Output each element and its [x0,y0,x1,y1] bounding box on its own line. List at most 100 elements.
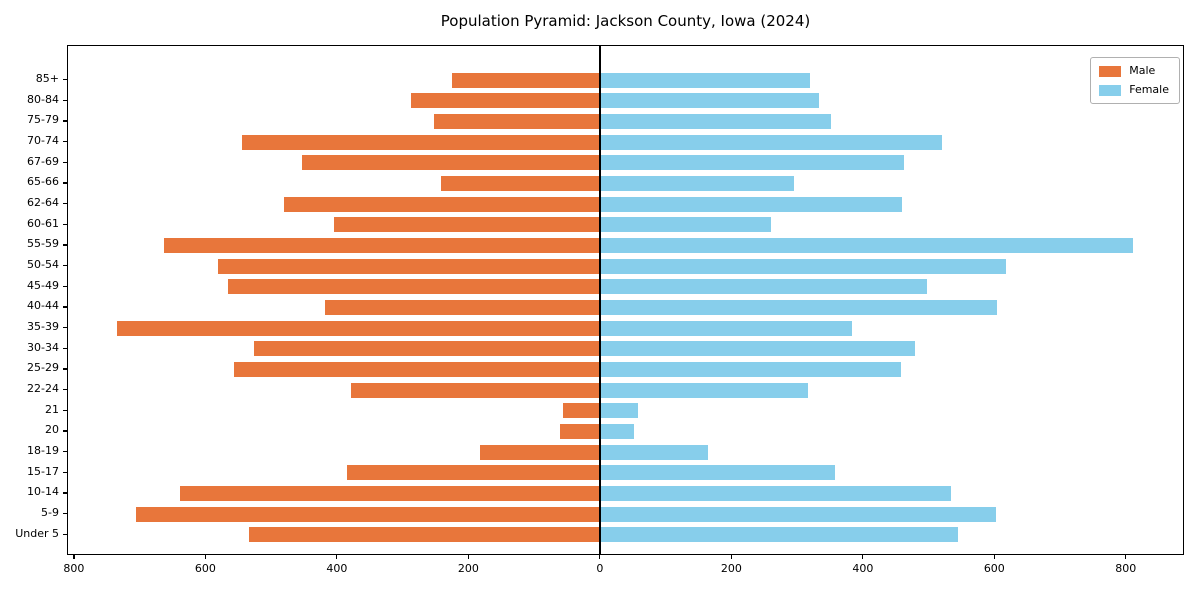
chart-title: Population Pyramid: Jackson County, Iowa… [440,12,811,30]
bar-female-30-34 [599,341,916,357]
y-tick-label: 10-14 [27,485,59,499]
y-tick [63,451,67,453]
y-tick-label: 15-17 [27,464,59,478]
plot-area: Male Female [67,45,1184,555]
y-tick-label: 67-69 [27,154,59,168]
bar-female-15-17 [599,465,835,481]
x-tick-label: 600 [194,562,216,575]
center-axis-line [599,46,601,554]
y-tick [63,306,67,308]
y-tick [63,533,67,535]
y-tick [63,79,67,81]
bar-female-60-61 [599,217,771,233]
y-tick-label: 55-59 [27,237,59,251]
x-tick [73,555,75,559]
y-tick [63,409,67,411]
bar-female-75-79 [599,113,832,129]
y-tick [63,99,67,101]
y-tick [63,471,67,473]
x-tick [862,555,864,559]
y-tick [63,265,67,267]
bar-male-80-84 [411,93,600,109]
bar-female-55-59 [599,237,1134,253]
legend-male-label: Male [1129,64,1156,77]
bar-male-60-61 [334,217,600,233]
y-tick-label: 35-39 [27,320,59,334]
legend-entry-female: Female [1099,84,1169,96]
y-tick-label: 70-74 [27,134,59,147]
y-tick [63,368,67,370]
y-tick-label: 40-44 [27,299,59,313]
bar-male-75-79 [434,113,600,129]
x-tick-label: 400 [852,562,874,575]
y-tick [63,203,67,205]
bar-female-50-54 [599,258,1007,274]
bar-male-35-39 [117,320,600,336]
bar-male-15-17 [346,465,600,481]
bar-male-55-59 [163,237,600,253]
y-tick-label: 50-54 [27,258,59,272]
bar-female-20 [599,423,635,439]
y-tick [63,120,67,122]
y-tick [63,492,67,494]
y-tick-label: 80-84 [27,92,59,106]
bar-male-10-14 [179,485,600,501]
y-tick-label: 30-34 [27,340,59,354]
bar-male-70-74 [241,134,600,150]
bar-female-22-24 [599,382,809,398]
y-tick-label: 22-24 [27,382,59,396]
y-tick [63,223,67,225]
bar-female-40-44 [599,299,997,315]
y-tick-label: 62-64 [27,196,59,210]
male-color-swatch [1099,65,1122,77]
y-tick [63,244,67,246]
x-tick-label: 0 [596,562,604,575]
bar-male-40-44 [325,299,600,315]
y-tick-label: 5-9 [41,506,59,520]
x-tick-label: 800 [63,562,85,575]
y-tick-label: 21 [45,402,59,416]
bar-male-65-66 [440,175,600,191]
bar-female-5-9 [599,506,996,522]
y-tick [63,513,67,515]
legend-entry-male: Male [1099,65,1169,77]
y-tick [63,389,67,391]
bar-female-35-39 [599,320,852,336]
x-tick-label: 400 [326,562,348,575]
x-tick-label: 600 [983,562,1005,575]
bar-male-5-9 [135,506,600,522]
female-color-swatch [1099,84,1122,96]
x-tick [204,555,206,559]
bar-female-21 [599,403,638,419]
x-tick-label: 200 [720,562,742,575]
x-tick [467,555,469,559]
y-tick-label: 85+ [35,72,59,85]
bar-male-20 [560,423,600,439]
bar-male-Under 5 [249,527,600,543]
x-tick-label: 800 [1115,562,1137,575]
y-tick [63,327,67,329]
y-tick-label: 18-19 [27,444,59,458]
bar-female-10-14 [599,485,951,501]
y-tick [63,161,67,163]
bar-female-45-49 [599,279,928,295]
bar-female-25-29 [599,361,901,377]
legend-female-label: Female [1129,83,1169,96]
bar-male-30-34 [254,341,600,357]
y-tick-label: 20 [45,423,59,437]
bar-male-45-49 [228,279,600,295]
bar-male-50-54 [217,258,600,274]
y-tick-label: 60-61 [27,216,59,230]
bar-male-85+ [451,72,600,88]
y-tick-label: 65-66 [27,175,59,189]
y-tick [63,347,67,349]
bar-male-22-24 [350,382,600,398]
bar-male-21 [563,403,600,419]
y-tick [63,430,67,432]
bar-female-65-66 [599,175,794,191]
y-tick [63,141,67,143]
bar-female-62-64 [599,196,903,212]
bar-female-70-74 [599,134,942,150]
x-tick [336,555,338,559]
